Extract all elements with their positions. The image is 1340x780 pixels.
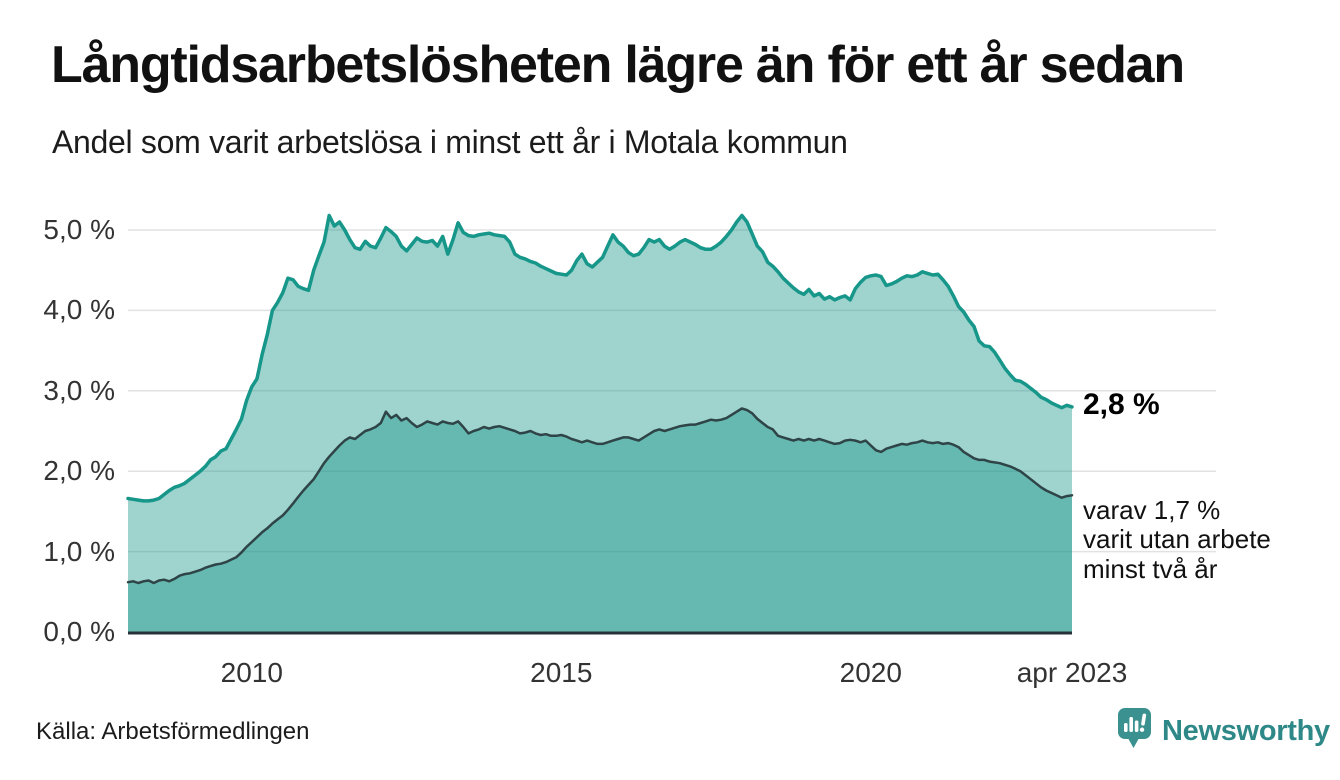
y-tick-label: 3,0 % [43, 374, 115, 406]
newsworthy-speech-bubble-chart-icon [1118, 708, 1151, 754]
y-tick-label: 1,0 % [43, 535, 115, 567]
x-tick-label: 2015 [530, 657, 593, 688]
secondary-annotation-line: minst två år [1083, 553, 1218, 584]
page-title: Långtidsarbetslösheten lägre än för ett … [51, 36, 1185, 94]
x-tick-label: 2020 [839, 657, 902, 688]
page-subtitle: Andel som varit arbetslösa i minst ett å… [52, 124, 848, 160]
secondary-annotation-line: varav 1,7 % [1083, 495, 1221, 525]
secondary-value-annotation: varav 1,7 % varit utan arbete minst två … [1083, 495, 1271, 584]
newsworthy-logo: Newsworthy [1118, 708, 1330, 754]
y-tick-label: 0,0 % [43, 616, 115, 647]
x-tick-label: 2010 [220, 657, 283, 688]
y-tick-label: 5,0 % [43, 214, 115, 245]
y-tick-label: 2,0 % [43, 455, 115, 487]
latest-value-annotation: 2,8 % [1083, 388, 1160, 421]
brand-name: Newsworthy [1162, 714, 1330, 747]
secondary-annotation-line: varit utan arbete [1083, 524, 1271, 555]
x-tick-label: apr 2023 [1016, 657, 1128, 688]
y-tick-label: 4,0 % [43, 294, 115, 326]
source-attribution: Källa: Arbetsförmedlingen [36, 718, 310, 745]
